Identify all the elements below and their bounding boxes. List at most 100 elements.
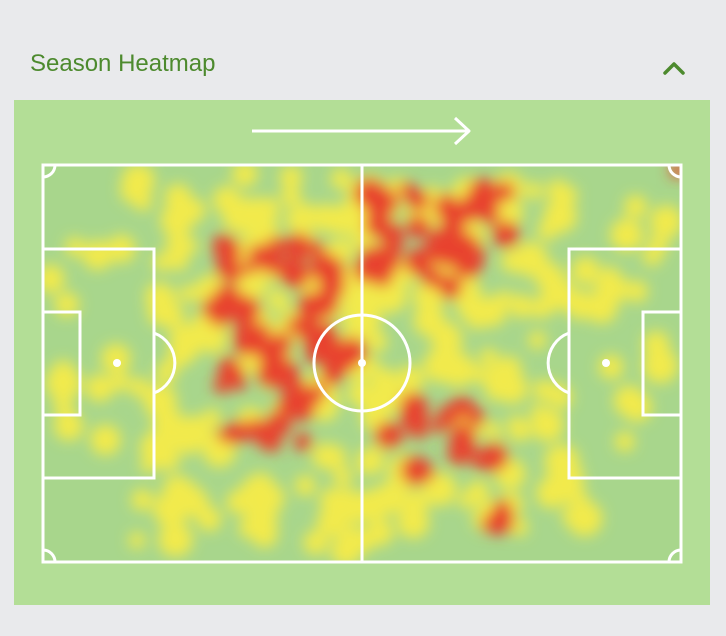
heat-blob — [249, 514, 277, 542]
heat-blob — [361, 408, 384, 431]
heat-blob — [413, 304, 446, 337]
heat-blob — [280, 186, 302, 207]
heat-blob — [372, 199, 390, 217]
heat-blob — [284, 233, 313, 262]
heat-blob — [221, 260, 244, 283]
heat-blob — [532, 379, 555, 401]
heat-blob — [270, 332, 292, 354]
heat-blob — [200, 430, 223, 453]
heat-blob — [168, 243, 189, 264]
heat-blob — [293, 433, 312, 452]
heat-blob — [277, 257, 304, 285]
heat-blob — [101, 343, 131, 374]
heat-blob — [624, 194, 648, 218]
heat-blob — [226, 490, 250, 514]
heat-blob — [121, 165, 156, 198]
heat-blob — [357, 446, 385, 475]
heat-blob — [232, 165, 258, 187]
heat-blob — [370, 368, 399, 397]
heat-blob — [309, 241, 325, 256]
heat-blob — [152, 253, 172, 272]
heat-blob — [400, 392, 428, 421]
heat-blob — [325, 288, 340, 303]
heat-blob — [238, 518, 258, 538]
heat-blob — [466, 480, 490, 503]
heat-blob — [451, 424, 472, 445]
heat-blob — [182, 198, 206, 222]
collapse-toggle[interactable] — [660, 56, 688, 80]
heat-blob — [257, 430, 277, 450]
heat-blob — [297, 291, 327, 322]
heat-blob — [131, 489, 153, 511]
heat-blob — [487, 507, 514, 535]
heat-blob — [217, 360, 245, 387]
heat-blob — [214, 238, 242, 266]
heat-blob — [362, 356, 380, 374]
heat-blob — [409, 419, 429, 439]
heat-blob — [614, 431, 635, 452]
heat-blob — [285, 386, 308, 409]
heat-blob — [649, 205, 681, 238]
heat-blob — [434, 194, 460, 220]
heat-blob — [197, 507, 222, 532]
spots — [113, 359, 610, 367]
heat-blob — [507, 415, 528, 436]
heat-blob — [422, 238, 448, 263]
card-title: Season Heatmap — [30, 50, 216, 77]
heat-blob — [366, 331, 388, 352]
heat-blob — [509, 294, 534, 318]
heat-blob — [484, 457, 499, 472]
heat-blob — [303, 530, 328, 555]
heat-blob — [266, 411, 292, 437]
heat-blob — [166, 347, 188, 368]
heat-blob — [600, 266, 620, 286]
heat-blob — [270, 360, 300, 390]
heat-blob — [374, 421, 402, 449]
heat-blob — [366, 518, 394, 546]
heat-blob — [423, 472, 457, 507]
heat-blob — [145, 282, 175, 312]
chevron-icon — [663, 62, 685, 75]
heat-blob — [471, 453, 488, 470]
heat-blob — [402, 461, 417, 476]
heat-blob — [82, 240, 113, 271]
heat-blob — [479, 348, 498, 366]
heat-blob — [53, 396, 73, 416]
heat-blob — [486, 383, 504, 401]
heat-blob — [431, 418, 447, 434]
left-arc — [153, 331, 177, 395]
heat-blob — [492, 220, 520, 248]
right-arc — [546, 331, 570, 395]
heat-blob — [414, 462, 435, 483]
heat-blob — [509, 517, 529, 537]
heat-blob — [571, 256, 600, 285]
heat-blob — [566, 500, 603, 537]
heat-blob — [610, 218, 644, 252]
heat-blob — [90, 424, 121, 456]
heat-blob — [279, 165, 303, 189]
heat-blob — [321, 365, 342, 387]
heat-blob — [299, 322, 316, 339]
heat-blob — [110, 372, 130, 392]
heat-blob — [309, 252, 339, 282]
heat-blob — [345, 496, 363, 514]
heat-blob — [430, 328, 455, 352]
heat-blob — [543, 199, 578, 233]
left-penalty-spot — [113, 359, 121, 367]
heat-blob — [43, 264, 65, 294]
heat-blob — [129, 377, 150, 398]
heat-blob — [546, 179, 570, 202]
heat-blob — [423, 348, 458, 383]
heat-blob — [399, 182, 417, 200]
heat-blob — [481, 421, 498, 438]
heat-blob — [403, 490, 429, 516]
heat-blob — [108, 236, 127, 256]
heat-blob — [613, 385, 645, 417]
heat-blob — [397, 506, 430, 539]
heat-blob — [251, 323, 271, 342]
heat-blob — [330, 168, 352, 190]
heat-blob — [442, 274, 459, 290]
heat-blob — [625, 280, 648, 303]
heat-blob — [179, 284, 197, 303]
